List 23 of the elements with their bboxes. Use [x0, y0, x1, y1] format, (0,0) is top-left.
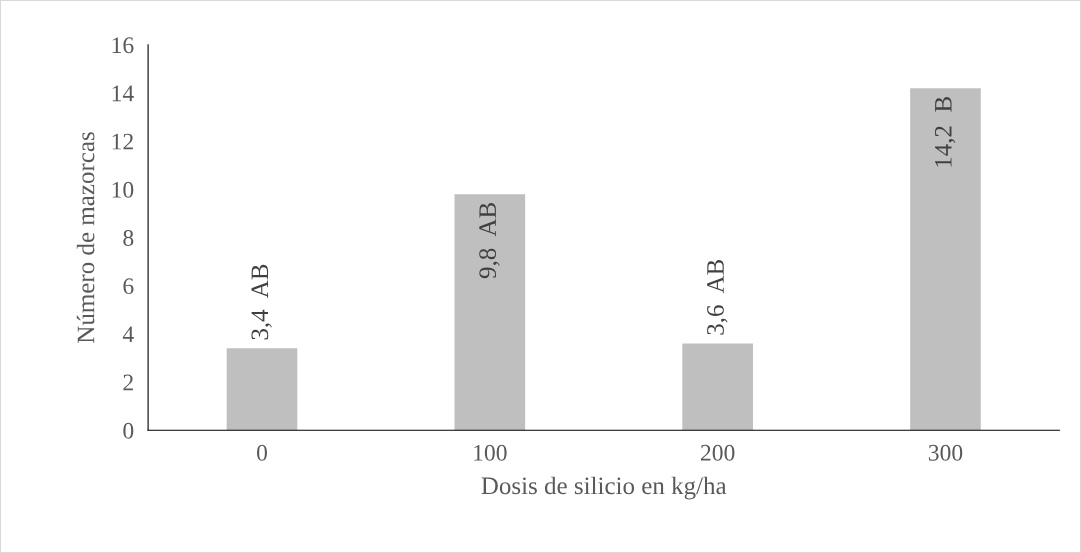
bar	[226, 348, 298, 431]
x-tick-label: 300	[928, 444, 963, 461]
data-label: 3,6 AB	[707, 259, 728, 335]
bar	[910, 88, 981, 431]
bar	[454, 194, 526, 431]
y-axis-title: Número de mazorcas	[76, 132, 95, 343]
y-tick-label: 0	[123, 422, 134, 439]
y-tick-label: 8	[123, 230, 134, 246]
x-axis-title: Dosis de silicio en kg/ha	[481, 476, 727, 500]
y-tick-label: 10	[112, 181, 134, 198]
y-tick-label: 12	[112, 133, 133, 150]
data-label: 14,2 B	[934, 97, 956, 167]
y-tick-label: 4	[122, 326, 134, 343]
x-tick-label: 200	[700, 444, 735, 461]
data-label: 3,4 AB	[251, 264, 272, 340]
bar	[682, 343, 753, 431]
x-tick-label: 0	[257, 444, 268, 461]
y-tick-label: 2	[123, 374, 133, 391]
y-tick-label: 6	[123, 278, 134, 295]
y-tick-label: 16	[112, 37, 134, 54]
y-tick-label: 14	[112, 85, 134, 102]
data-label: 9,8 AB	[479, 203, 500, 279]
x-tick-label: 100	[474, 444, 507, 461]
